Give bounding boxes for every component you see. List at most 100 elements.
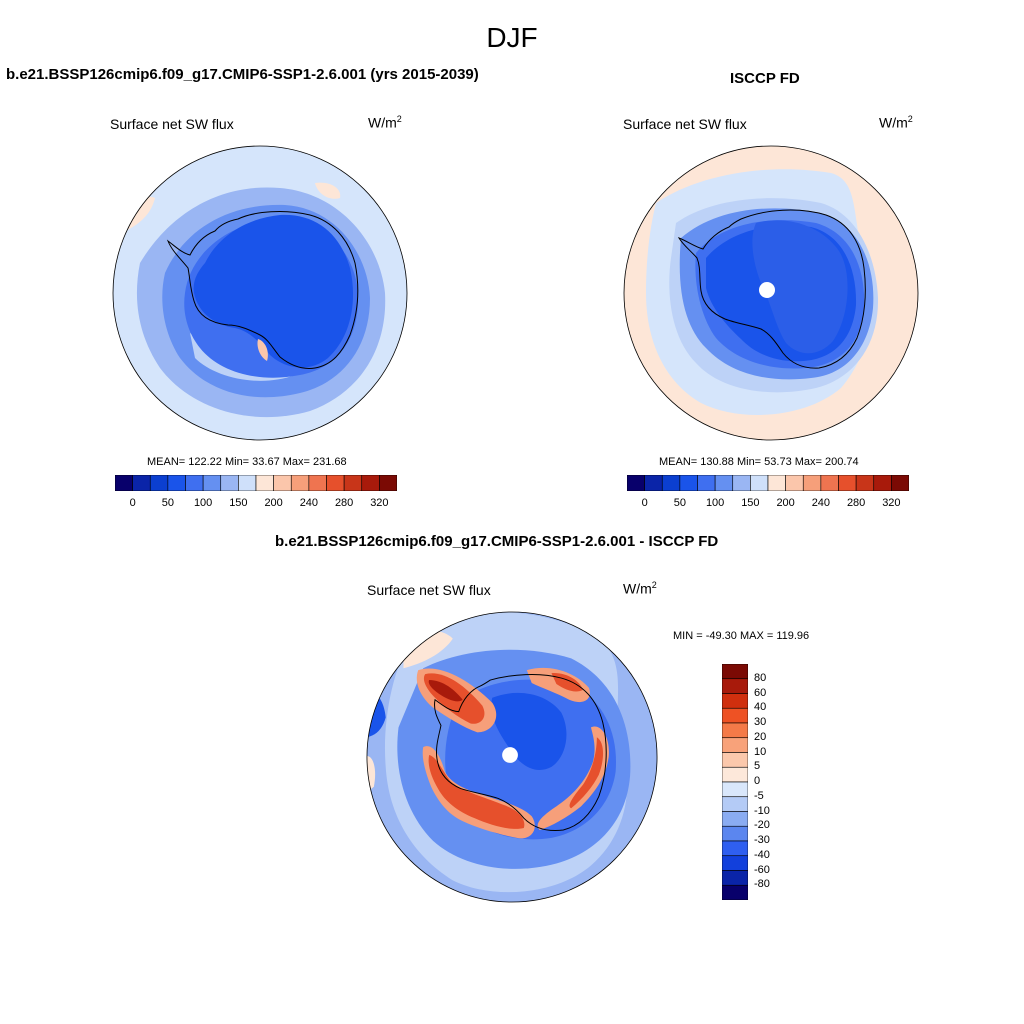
panel-2-colorbar-bin	[820, 475, 839, 491]
panel-1-colorbar-bin	[238, 475, 257, 491]
panel-3-interior-negative	[491, 692, 567, 770]
panel-3-colorbar-tick-label: 60	[754, 686, 767, 699]
panel-1-colorbar-bin	[167, 475, 186, 491]
panel-3-colorbar-bin	[722, 737, 748, 753]
panel-1-colorbar-bin	[220, 475, 239, 491]
panel-2-colorbar-bin	[679, 475, 698, 491]
panel-3-colorbar-bin	[722, 707, 748, 724]
panel-3-units-label: W/m2	[623, 580, 657, 597]
panel-3-colorbar	[722, 664, 748, 900]
panel-3-colorbar-tick-label: -60	[754, 863, 770, 876]
panel-3-colorbar-tick-label: 80	[754, 671, 767, 684]
panel-2-colorbar	[627, 475, 909, 491]
panel-3-colorbar-bin	[722, 766, 748, 783]
panel-3-polar-map	[366, 611, 658, 903]
panel-1-warm-spot	[257, 339, 268, 361]
panel-3-coast-positive-core	[569, 737, 604, 809]
panel-3-colorbar-bin	[722, 811, 748, 827]
panel-2-colorbar-tick-label: 200	[776, 497, 795, 509]
panel-1-colorbar-tick-label: 50	[161, 497, 174, 509]
panel-3-title: b.e21.BSSP126cmip6.f09_g17.CMIP6-SSP1-2.…	[275, 533, 719, 550]
panel-2-colorbar-bin	[627, 475, 645, 491]
panel-3-colorbar-tick-label: -40	[754, 848, 770, 861]
panel-3-colorbar-bin	[722, 796, 748, 812]
panel-3-polar-gap	[502, 747, 518, 763]
panel-2-colorbar-bin	[732, 475, 751, 491]
panel-1-variable-label: Surface net SW flux	[110, 116, 234, 132]
panel-3-colorbar-tick-label: 5	[754, 760, 761, 773]
panel-1-colorbar-tick-label: 150	[229, 497, 248, 509]
panel-3-colorbar-bin	[722, 825, 748, 842]
panel-1-colorbar-bin	[115, 475, 133, 491]
panel-3-colorbar-bin	[722, 870, 748, 886]
panel-1-colorbar-tick-label: 200	[264, 497, 283, 509]
panel-1-colorbar-tick-label: 320	[370, 497, 389, 509]
panel-1-colorbar-bin	[326, 475, 345, 491]
panel-1-coastline	[166, 211, 359, 369]
panel-1-colorbar-bin	[132, 475, 151, 491]
panel-2-title: ISCCP FD	[730, 70, 800, 87]
panel-1-colorbar-bin	[343, 475, 363, 491]
panel-2-coastline	[677, 209, 866, 369]
panel-1-map-border	[112, 145, 408, 441]
panel-1-colorbar-bin	[273, 475, 292, 491]
panel-3-warm-patch-2	[366, 756, 376, 791]
panel-1-colorbar-bin	[149, 475, 169, 491]
panel-2-colorbar-tick-label: 150	[741, 497, 760, 509]
panel-3-colorbar-bin	[722, 781, 748, 798]
panel-3-map-border	[366, 611, 658, 903]
panel-1-colorbar-tick-label: 100	[193, 497, 213, 509]
panel-1-colorbar-bin	[379, 475, 397, 491]
panel-3-ross-positive-core	[428, 755, 525, 829]
panel-1-units-label: W/m2	[368, 114, 402, 131]
panel-2-colorbar-tick-label: 240	[811, 497, 831, 509]
panel-3-colorbar-bin	[722, 664, 748, 680]
panel-1-colorbar-bin	[185, 475, 204, 491]
panel-2-colorbar-bin	[644, 475, 663, 491]
panel-1-title: b.e21.BSSP126cmip6.f09_g17.CMIP6-SSP1-2.…	[6, 66, 479, 83]
panel-1-colorbar-bin	[290, 475, 310, 491]
panel-2-colorbar-bin	[697, 475, 716, 491]
panel-2-east-antarctic-core	[752, 220, 848, 354]
panel-2-colorbar-bin	[714, 475, 734, 491]
panel-2-colorbar-bin	[750, 475, 769, 491]
panel-3-colorbar-tick-label: -5	[754, 789, 764, 802]
panel-1-colorbar-bin	[361, 475, 380, 491]
panel-2-colorbar-tick-label: 100	[705, 497, 725, 509]
panel-2-polar-map	[623, 145, 919, 441]
panel-3-colorbar-tick-label: -80	[754, 878, 770, 891]
panel-3-colorbar-tick-label: -30	[754, 834, 770, 846]
panel-3-colorbar-tick-label: -20	[754, 819, 770, 832]
panel-1-colorbar-tick-label: 280	[334, 497, 354, 509]
panel-1-colorbar	[115, 475, 397, 491]
panel-2-stats: MEAN= 130.88 Min= 53.73 Max= 200.74	[659, 456, 859, 468]
panel-2-colorbar-bin	[838, 475, 857, 491]
figure-title: DJF	[486, 22, 538, 53]
panel-3-colorbar-bin	[722, 752, 748, 768]
panel-1-polar-map	[112, 145, 408, 441]
panel-2-colorbar-tick-label: 320	[882, 497, 901, 509]
panel-3-colorbar-tick-label: 0	[754, 775, 761, 787]
panel-2-colorbar-bin	[855, 475, 875, 491]
panel-1-colorbar-tick-label: 240	[299, 497, 319, 509]
panel-3-colorbar-tick-label: 20	[754, 730, 767, 743]
panel-2-variable-label: Surface net SW flux	[623, 116, 747, 132]
panel-2-units-label: W/m2	[879, 114, 913, 131]
panel-3-colorbar-bin	[722, 840, 748, 857]
panel-3-colorbar-bin	[722, 855, 748, 871]
panel-3-stats: MIN = -49.30 MAX = 119.96	[673, 630, 810, 642]
panel-3-coastline	[434, 674, 607, 831]
panel-2-colorbar-tick-label: 50	[673, 497, 686, 509]
panel-3-colorbar-bin	[722, 693, 748, 709]
panel-1-colorbar-tick-label: 0	[129, 497, 136, 509]
panel-1-warm-patch-2	[315, 182, 341, 199]
panel-2-polar-gap	[759, 282, 775, 298]
panel-2-colorbar-bin	[661, 475, 681, 491]
panel-2-colorbar-bin	[767, 475, 786, 491]
panel-3-colorbar-tick-label: 40	[754, 701, 767, 714]
panel-3-colorbar-tick-label: -10	[754, 804, 770, 817]
panel-1-colorbar-bin	[202, 475, 222, 491]
panel-3-colorbar-tick-label: 30	[754, 716, 767, 728]
panel-3-variable-label: Surface net SW flux	[367, 582, 491, 598]
panel-2-colorbar-bin	[785, 475, 804, 491]
